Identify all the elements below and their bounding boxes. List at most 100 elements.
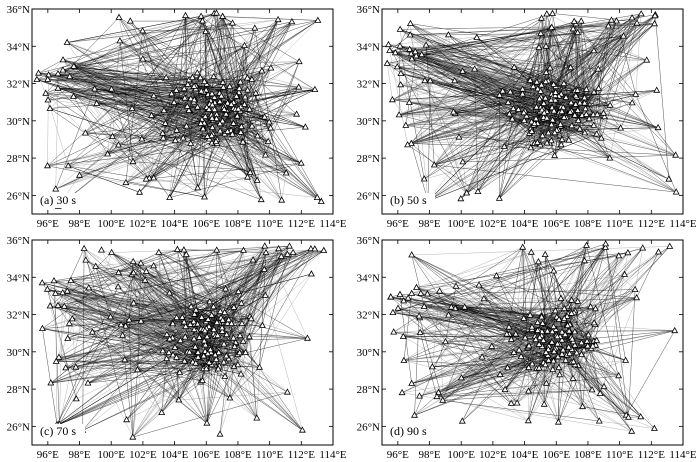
triangle-icon	[289, 248, 297, 255]
ray-path	[47, 289, 207, 323]
ray-path	[410, 23, 647, 61]
triangle-icon	[507, 399, 515, 406]
ray-path	[194, 248, 312, 315]
triangle-icon	[219, 12, 227, 19]
triangle-icon	[385, 40, 392, 48]
y-tick-label: 36°N	[357, 4, 380, 16]
ray-path	[238, 248, 315, 292]
ray-path	[545, 27, 552, 73]
triangle-icon	[169, 351, 177, 358]
triangle-icon	[621, 270, 629, 277]
triangle-icon	[519, 90, 526, 97]
triangle-icon	[600, 382, 608, 390]
ray-path	[511, 374, 560, 404]
triangle-icon	[559, 346, 567, 353]
ray-path	[592, 346, 629, 418]
triangle-icon	[535, 340, 543, 347]
ray-path	[140, 320, 220, 367]
triangle-icon	[390, 328, 398, 335]
triangle-icon	[459, 158, 467, 165]
ray-path	[577, 97, 605, 117]
triangle-icon	[92, 262, 100, 269]
triangle-icon	[536, 95, 543, 102]
triangle-icon	[600, 109, 607, 116]
ray-path	[455, 113, 677, 193]
ray-path	[393, 331, 554, 362]
triangle-icon	[256, 363, 263, 370]
triangle-icon	[222, 352, 230, 359]
triangle-icon	[493, 271, 500, 279]
ray-path	[201, 248, 315, 318]
ray-path	[79, 93, 172, 176]
triangle-icon	[562, 356, 570, 363]
ray-path	[163, 15, 186, 139]
ray-path	[56, 269, 265, 425]
ray-path	[125, 248, 315, 327]
triangle-icon	[214, 365, 222, 372]
ray-path	[183, 249, 221, 312]
ray-path	[389, 50, 431, 81]
triangle-icon	[584, 342, 592, 349]
ray-path	[158, 252, 266, 296]
triangle-icon	[109, 132, 116, 139]
ray-path	[586, 245, 629, 418]
triangle-icon	[540, 400, 548, 407]
triangle-icon	[399, 332, 407, 339]
ray-path	[265, 256, 282, 296]
triangle-icon	[136, 188, 144, 195]
triangle-icon	[158, 408, 166, 415]
triangle-icon	[261, 242, 269, 249]
triangle-icon	[421, 76, 429, 84]
triangle-icon	[267, 64, 275, 71]
ray-path	[74, 66, 201, 79]
triangle-icon	[604, 22, 612, 29]
ray-path	[203, 252, 294, 330]
triangle-icon	[439, 396, 447, 403]
ray-path	[534, 247, 606, 337]
triangle-icon	[55, 353, 63, 360]
y-tick-label: 26°N	[7, 190, 30, 202]
ray-path	[111, 249, 184, 253]
ray-path	[585, 97, 659, 128]
triangle-icon	[533, 138, 541, 145]
triangle-icon	[474, 187, 482, 194]
ray-path	[558, 393, 601, 423]
triangle-icon	[578, 338, 585, 346]
triangle-icon	[542, 360, 549, 368]
ray-path	[38, 59, 64, 74]
ray-path	[593, 341, 629, 418]
ray-path	[214, 13, 244, 143]
triangle-icon	[550, 357, 557, 364]
ray-path	[510, 47, 540, 93]
ray-path	[118, 249, 178, 273]
triangle-icon	[389, 308, 397, 315]
ray-path	[531, 319, 560, 330]
triangle-icon	[554, 418, 562, 425]
triangle-icon	[170, 98, 178, 105]
ray-path	[411, 254, 425, 307]
triangle-icon	[558, 135, 566, 143]
ray-path	[427, 112, 524, 202]
triangle-icon	[521, 334, 529, 341]
triangle-icon	[505, 110, 513, 117]
ray-path	[436, 375, 619, 397]
ray-path	[59, 354, 216, 425]
ray-path	[593, 25, 609, 126]
triangle-icon	[514, 105, 522, 112]
ray-path	[194, 324, 303, 431]
ray-path	[585, 20, 612, 109]
triangle-icon	[406, 31, 414, 38]
ray-path	[153, 20, 203, 179]
ray-path	[546, 50, 594, 73]
ray-path	[233, 123, 318, 198]
ray-path	[514, 67, 538, 124]
triangle-icon	[538, 14, 545, 21]
ray-path	[593, 92, 621, 129]
triangle-icon	[590, 46, 598, 54]
ray-path	[83, 248, 123, 336]
triangle-icon	[416, 392, 423, 399]
ray-path	[552, 369, 600, 422]
triangle-icon	[295, 57, 303, 65]
ray-path	[539, 28, 574, 99]
triangle-icon	[542, 77, 550, 85]
